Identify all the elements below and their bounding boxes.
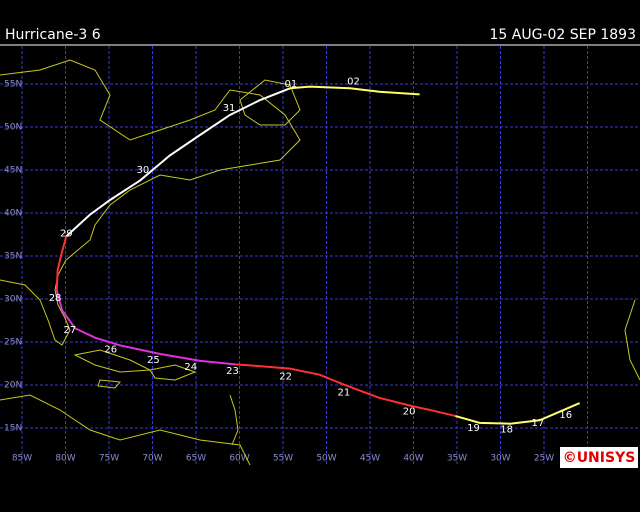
lon-label: 40W [403,454,423,464]
track-segment [454,402,581,425]
day-label: 31 [223,103,236,114]
lat-label: 25N [4,338,22,348]
lon-label: 85W [12,454,32,464]
day-label: 22 [279,371,292,382]
lon-label: 35W [447,454,467,464]
day-label: 18 [500,425,513,436]
dates: 15 AUG-02 SEP 1893 [489,27,636,43]
day-label: 16 [559,410,572,421]
lon-label: 65W [186,454,206,464]
track-segment [235,363,456,417]
day-labels: 16 17 18 19 20 21 22 23 24 25 26 27 28 29 30 31 01 02 [49,76,572,435]
hispaniola [149,364,197,381]
lon-label: 80W [55,454,75,464]
south-america [0,394,251,466]
day-label: 27 [63,325,76,336]
lat-label: 20N [4,381,22,391]
day-label: 20 [403,407,416,418]
lat-label: 35N [4,252,22,262]
track-segment [55,235,68,291]
lat-label: 30N [4,295,22,305]
lat-label: 55N [4,80,22,90]
lat-label: 50N [4,123,22,133]
lat-label: 15N [4,424,22,434]
day-label: 17 [532,418,545,429]
lat-label: 40N [4,209,22,219]
lon-label: 45W [360,454,380,464]
title: Hurricane-3 6 [5,27,101,43]
day-label: 30 [137,165,150,176]
storm-track [55,85,581,425]
lon-label: 50W [316,454,336,464]
day-label: 02 [347,76,360,87]
day-label: 23 [226,366,239,377]
lat-label: 45N [4,166,22,176]
lon-label: 60W [229,454,249,464]
north-america [0,59,301,346]
track-segment [289,85,420,96]
newfoundland [239,79,301,126]
day-label: 21 [338,388,351,399]
day-label: 26 [104,345,117,356]
logo-box [560,447,638,468]
day-label: 19 [467,423,480,434]
day-label: 01 [284,79,297,90]
track-segment [55,290,236,366]
track-segment [65,87,291,237]
day-label: 24 [184,362,197,373]
coastlines [0,59,640,466]
lon-label: 25W [534,454,554,464]
jamaica [97,379,121,389]
lon-label: 70W [142,454,162,464]
day-label: 29 [60,229,73,240]
day-label: 28 [49,293,62,304]
day-label: 25 [147,355,160,366]
lon-label: 30W [490,454,510,464]
logo: ©UNISYS [563,450,636,466]
antilles [229,394,239,446]
lon-label: 55W [273,454,293,464]
lon-label: 75W [99,454,119,464]
africa [624,299,640,381]
